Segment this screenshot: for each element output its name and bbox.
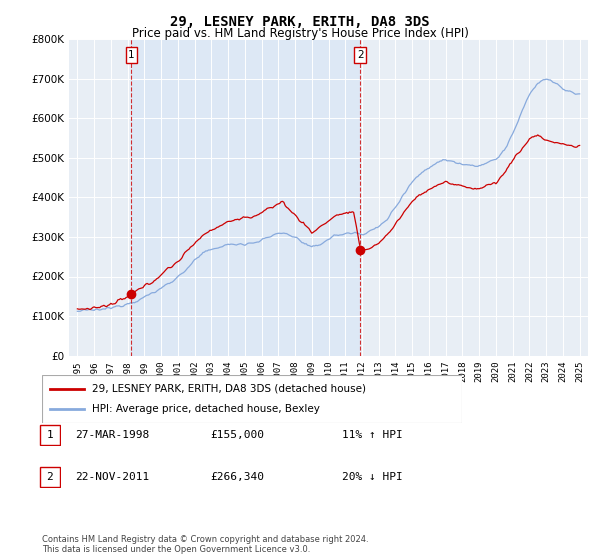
Text: £266,340: £266,340: [210, 472, 264, 482]
Text: 2: 2: [46, 472, 53, 482]
Text: 27-MAR-1998: 27-MAR-1998: [75, 430, 149, 440]
Text: 20% ↓ HPI: 20% ↓ HPI: [342, 472, 403, 482]
Bar: [131, 39, 361, 356]
Text: HPI: Average price, detached house, Bexley: HPI: Average price, detached house, Bexl…: [92, 404, 320, 414]
Text: Contains HM Land Registry data © Crown copyright and database right 2024.
This d: Contains HM Land Registry data © Crown c…: [42, 535, 368, 554]
FancyBboxPatch shape: [40, 467, 59, 487]
FancyBboxPatch shape: [42, 375, 462, 423]
Text: 29, LESNEY PARK, ERITH, DA8 3DS (detached house): 29, LESNEY PARK, ERITH, DA8 3DS (detache…: [92, 384, 367, 394]
Text: £155,000: £155,000: [210, 430, 264, 440]
FancyBboxPatch shape: [40, 425, 59, 445]
Text: 1: 1: [46, 430, 53, 440]
Text: 22-NOV-2011: 22-NOV-2011: [75, 472, 149, 482]
Text: 11% ↑ HPI: 11% ↑ HPI: [342, 430, 403, 440]
Text: 1: 1: [128, 50, 135, 60]
Text: Price paid vs. HM Land Registry's House Price Index (HPI): Price paid vs. HM Land Registry's House …: [131, 27, 469, 40]
Text: 2: 2: [357, 50, 364, 60]
Text: 29, LESNEY PARK, ERITH, DA8 3DS: 29, LESNEY PARK, ERITH, DA8 3DS: [170, 15, 430, 29]
